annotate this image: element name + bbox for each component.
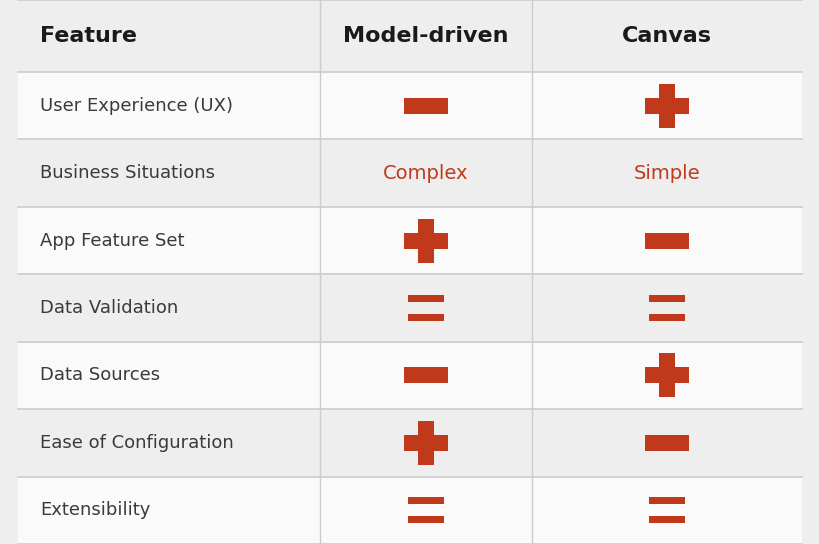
Text: Ease of Configuration: Ease of Configuration — [40, 434, 233, 452]
Bar — [18, 342, 801, 409]
Bar — [18, 139, 801, 207]
Text: Canvas: Canvas — [621, 26, 711, 46]
Bar — [644, 435, 688, 451]
Bar — [417, 219, 433, 263]
Bar — [417, 421, 433, 465]
Text: Data Validation: Data Validation — [40, 299, 178, 317]
Bar — [18, 0, 801, 72]
Bar — [18, 477, 801, 544]
Bar — [648, 497, 684, 504]
Bar — [18, 409, 801, 477]
Bar — [644, 98, 688, 114]
Bar — [407, 295, 443, 302]
Bar — [658, 84, 674, 128]
Bar — [403, 367, 447, 384]
Bar — [407, 516, 443, 523]
Text: Business Situations: Business Situations — [40, 164, 215, 182]
Bar — [644, 233, 688, 249]
Text: User Experience (UX): User Experience (UX) — [40, 97, 233, 115]
Bar — [403, 98, 447, 114]
Text: Feature: Feature — [40, 26, 137, 46]
Bar — [648, 295, 684, 302]
Text: Model-driven: Model-driven — [342, 26, 508, 46]
Text: Data Sources: Data Sources — [40, 367, 160, 385]
Bar — [18, 207, 801, 274]
Bar — [18, 72, 801, 139]
Text: Complex: Complex — [382, 164, 468, 183]
Text: Simple: Simple — [632, 164, 699, 183]
Bar — [648, 314, 684, 321]
Bar — [403, 435, 447, 451]
Text: App Feature Set: App Feature Set — [40, 232, 184, 250]
Bar — [648, 516, 684, 523]
Bar — [658, 354, 674, 398]
Text: Extensibility: Extensibility — [40, 501, 150, 520]
Bar — [407, 314, 443, 321]
Bar — [407, 497, 443, 504]
Bar — [403, 233, 447, 249]
Bar — [644, 367, 688, 384]
Bar — [18, 274, 801, 342]
